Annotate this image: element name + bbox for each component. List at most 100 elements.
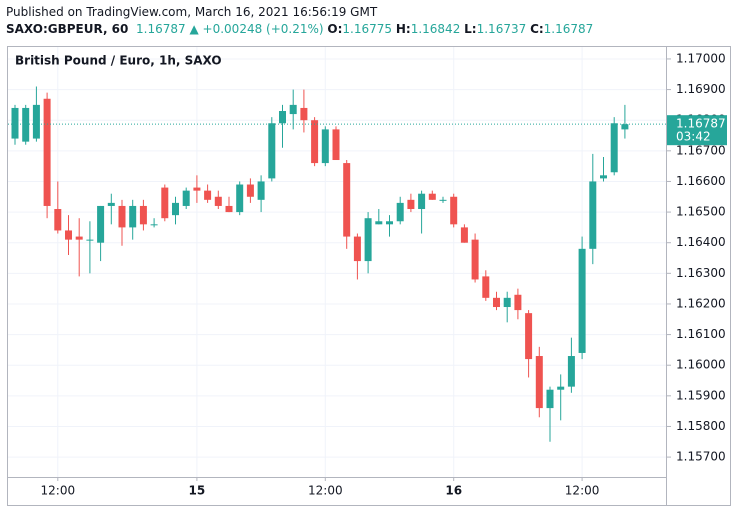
body: [300, 107, 308, 121]
body: [118, 205, 126, 228]
arrow: ▲: [189, 22, 199, 36]
grid: [8, 47, 666, 477]
y-tick-label: 1.16300: [676, 266, 726, 280]
ohlc: O:1.16775 H:1.16842 L:1.16737 C:1.16787: [327, 22, 593, 36]
y-tick-label: 1.15700: [676, 450, 726, 464]
body: [621, 124, 629, 130]
body: [364, 218, 372, 262]
body: [289, 104, 297, 115]
body: [32, 104, 40, 139]
body: [43, 98, 51, 206]
body: [439, 199, 447, 201]
y-tick-label: 1.17000: [676, 51, 726, 65]
ohlc-value: 1.16775: [342, 22, 393, 36]
body: [557, 386, 565, 390]
body: [353, 236, 361, 262]
body: [460, 227, 468, 243]
y-tick-label: 1.16100: [676, 327, 726, 341]
body: [97, 205, 105, 243]
y-tick-label: 1.16200: [676, 296, 726, 310]
ohlc-key: H:: [395, 22, 411, 36]
symbol: SAXO:GBPEUR, 60: [6, 22, 129, 36]
y-tick-label: 1.15800: [676, 419, 726, 433]
body: [450, 196, 458, 225]
last-price-tag: [667, 115, 727, 146]
body: [418, 193, 426, 210]
body: [311, 120, 319, 164]
body: [535, 356, 543, 409]
body: [279, 111, 286, 124]
y-tick-label: 1.16400: [676, 235, 726, 249]
body: [214, 196, 222, 206]
body: [139, 205, 147, 225]
body: [193, 187, 201, 191]
body: [407, 199, 415, 210]
body: [386, 221, 393, 225]
body: [503, 297, 511, 308]
body: [493, 297, 500, 308]
body: [204, 190, 212, 200]
body: [332, 129, 340, 161]
ohlc-key: C:: [530, 22, 544, 36]
body: [172, 202, 179, 216]
x-tick-label: 15: [189, 484, 206, 498]
change: +0.00248 (+0.21%): [202, 22, 324, 36]
y-tick-label: 1.16900: [676, 82, 726, 96]
body: [161, 187, 169, 219]
body: [150, 224, 158, 226]
ohlc-value: 1.16842: [410, 22, 461, 36]
ohlc-value: 1.16787: [543, 22, 594, 36]
published: Published on TradingView.com, March 16, …: [6, 5, 378, 19]
y-tick-label: 1.16700: [676, 143, 726, 157]
body: [610, 123, 618, 173]
candles: [11, 86, 629, 442]
body: [75, 236, 83, 240]
body: [396, 202, 404, 222]
body: [54, 209, 62, 231]
body: [567, 356, 575, 387]
body: [482, 276, 490, 298]
body: [546, 389, 554, 409]
chart-title: British Pound / Euro, 1h, SAXO: [15, 54, 222, 68]
x-tick-label: 16: [445, 484, 462, 498]
body: [268, 123, 276, 179]
body: [246, 184, 254, 197]
ohlc-key: L:: [464, 22, 477, 36]
x-tick-label: 12:00: [41, 484, 76, 498]
body: [471, 239, 479, 280]
body: [343, 163, 351, 237]
body: [589, 181, 597, 249]
body: [107, 202, 115, 206]
body: [600, 175, 607, 179]
body: [514, 294, 522, 311]
y-tick-label: 1.15900: [676, 388, 726, 402]
x-tick-label: 12:00: [565, 484, 600, 498]
last: 1.16787: [136, 22, 186, 36]
body: [375, 221, 383, 225]
body: [11, 107, 19, 139]
header: Published on TradingView.com, March 16, …: [6, 4, 593, 38]
last-price-label: 1.16787: [676, 117, 726, 131]
body: [129, 205, 137, 228]
body: [578, 248, 586, 353]
body: [65, 230, 72, 240]
countdown: 03:42: [676, 130, 711, 144]
body: [225, 205, 233, 213]
body: [182, 190, 190, 206]
body: [525, 313, 533, 360]
frame: [7, 46, 731, 506]
y-tick-label: 1.16600: [676, 174, 726, 188]
body: [86, 239, 94, 241]
y-tick-label: 1.16000: [676, 358, 726, 372]
symbol-line: SAXO:GBPEUR, 60 1.16787 ▲ +0.00248 (+0.2…: [6, 21, 593, 38]
ohlc-value: 1.16737: [476, 22, 527, 36]
body: [257, 181, 265, 200]
y-tick-label: 1.16500: [676, 205, 726, 219]
body: [236, 184, 244, 213]
ohlc-key: O:: [327, 22, 343, 36]
x-tick-label: 12:00: [308, 484, 343, 498]
body: [321, 129, 329, 164]
body: [22, 107, 30, 142]
